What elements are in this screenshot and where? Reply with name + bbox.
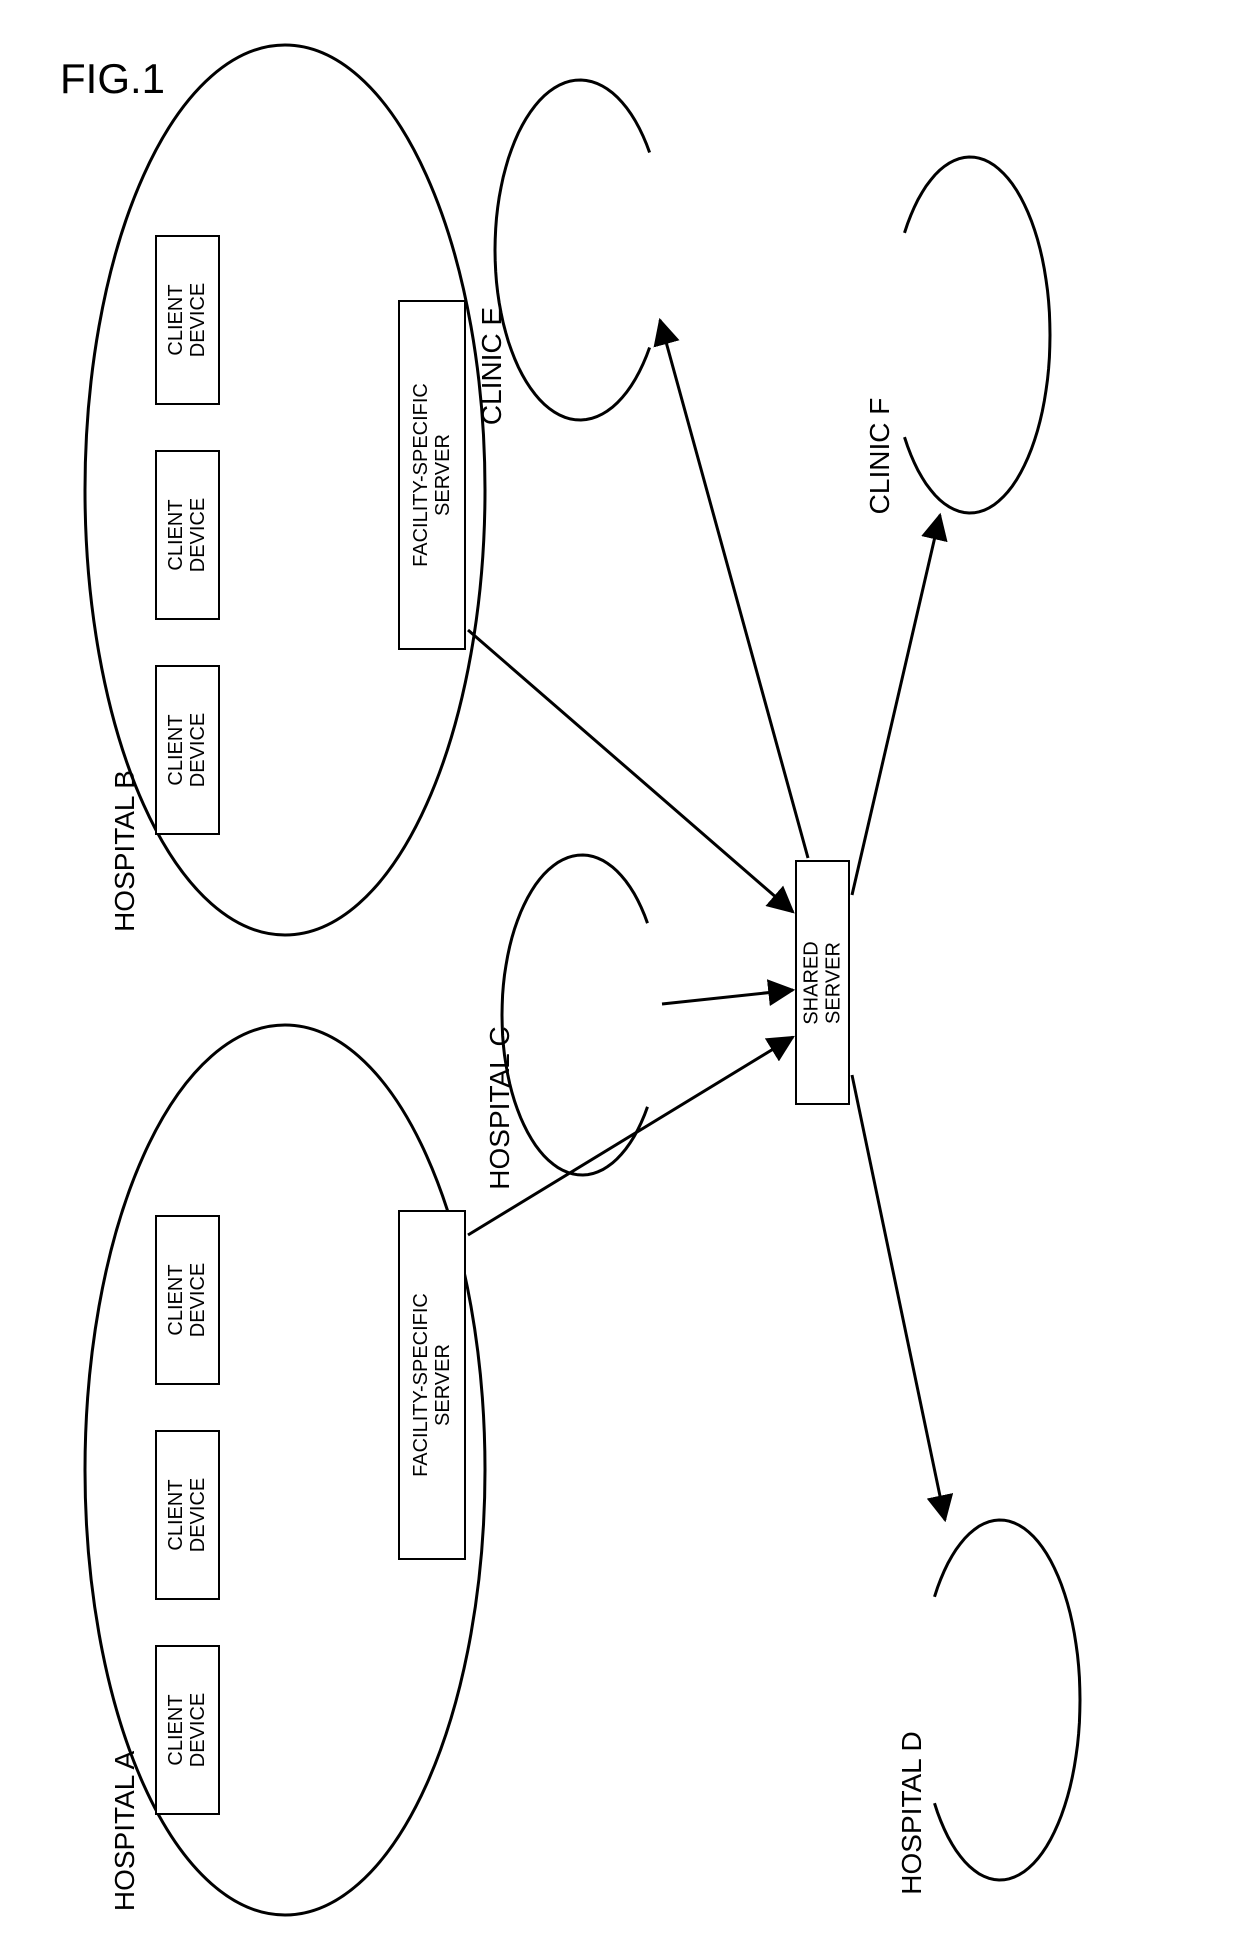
hospital-b-fss-label: FACILITY-SPECIFIC SERVER	[410, 383, 454, 567]
figure-label: FIG.1	[60, 55, 165, 103]
hospital-a-label: HOSPITAL A	[109, 1731, 141, 1931]
edge-shared_server-hospital_d	[852, 1075, 945, 1520]
hospital-a-client-1: CLIENT DEVICE	[155, 1645, 220, 1815]
hospital-a-fss-label: FACILITY-SPECIFIC SERVER	[410, 1293, 454, 1477]
shared-server-label: SHARED SERVER	[801, 941, 845, 1024]
edge-a_fss-shared_server	[468, 1037, 793, 1235]
clinic_e-ellipse	[495, 80, 650, 420]
hospital-b-fss-box: FACILITY-SPECIFIC SERVER	[398, 300, 466, 650]
hospital-a-client-3: CLIENT DEVICE	[155, 1215, 220, 1385]
hospital-d-label: HOSPITAL D	[896, 1713, 928, 1913]
hospital-b-client-3: CLIENT DEVICE	[155, 235, 220, 405]
hospital-a-client-1-label: CLIENT DEVICE	[166, 1693, 210, 1767]
hospital_c-ellipse	[502, 855, 648, 1175]
hospital-a-client-2-label: CLIENT DEVICE	[166, 1478, 210, 1552]
edge-shared_server-clinic_f	[852, 515, 940, 895]
shared-server-box: SHARED SERVER	[795, 860, 850, 1105]
hospital-b-client-2-label: CLIENT DEVICE	[166, 498, 210, 572]
hospital-a-client-2: CLIENT DEVICE	[155, 1430, 220, 1600]
hospital-b-client-3-label: CLIENT DEVICE	[166, 283, 210, 357]
edge-b_fss-shared_server	[468, 630, 793, 912]
hospital_d-ellipse	[935, 1520, 1081, 1880]
clinic_f-ellipse	[905, 157, 1051, 513]
edge-hospital_c-shared_server	[662, 990, 793, 1004]
hospital-b-client-2: CLIENT DEVICE	[155, 450, 220, 620]
hospital-b-client-1-label: CLIENT DEVICE	[166, 713, 210, 787]
edge-shared_server-clinic_e	[660, 320, 808, 858]
clinic-f-label: CLINIC F	[864, 376, 896, 536]
hospital-b-label: HOSPITAL B	[109, 751, 141, 951]
clinic-e-label: CLINIC E	[476, 286, 508, 446]
hospital-b-client-1: CLIENT DEVICE	[155, 665, 220, 835]
hospital-a-client-3-label: CLIENT DEVICE	[166, 1263, 210, 1337]
hospital-a-fss-box: FACILITY-SPECIFIC SERVER	[398, 1210, 466, 1560]
hospital-c-label: HOSPITAL C	[484, 1008, 516, 1208]
